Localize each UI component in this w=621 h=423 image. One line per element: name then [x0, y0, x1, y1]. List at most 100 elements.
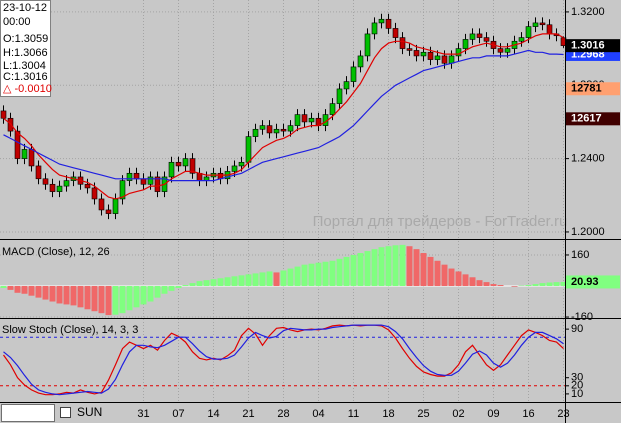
- histogram-bar: [154, 285, 161, 298]
- histogram-bar: [315, 262, 322, 286]
- info-high: H:1.3066: [3, 47, 48, 59]
- histogram-bar: [84, 285, 91, 310]
- histogram-bar: [49, 285, 56, 302]
- watermark: Портал для трейдеров - ForTrader.ru: [313, 213, 568, 230]
- info-background: [0, 0, 51, 97]
- candle-body: [469, 33, 476, 40]
- histogram-bar: [126, 285, 133, 311]
- candle-body: [42, 178, 49, 185]
- candle-body: [413, 50, 420, 57]
- histogram-bar: [140, 285, 147, 305]
- histogram-bar: [532, 284, 539, 286]
- candle-body: [189, 158, 196, 174]
- candle-body: [49, 183, 56, 192]
- candle-body: [133, 172, 140, 180]
- candle-body: [462, 39, 469, 49]
- candle-body: [140, 178, 147, 185]
- histogram-bar: [259, 272, 266, 286]
- candle-body: [525, 26, 532, 38]
- y-tick-label: 160: [571, 249, 589, 261]
- candle-body: [28, 149, 35, 167]
- x-tick-label: 02: [452, 408, 464, 420]
- candle-body: [406, 48, 413, 51]
- indicator-line: [3, 49, 564, 182]
- histogram-bar: [203, 280, 210, 286]
- histogram-bar: [469, 277, 476, 286]
- candle-body: [112, 198, 119, 214]
- candle-body: [182, 158, 189, 167]
- histogram-bar: [231, 276, 238, 286]
- x-tick-label: 16: [522, 408, 534, 420]
- histogram-bar: [392, 245, 399, 286]
- y-tick-label: 30: [571, 372, 583, 384]
- checkbox[interactable]: [60, 407, 71, 418]
- histogram-bar: [308, 263, 315, 286]
- x-tick-label: 28: [277, 408, 289, 420]
- price-marker-label: 12617: [571, 113, 602, 125]
- histogram-bar: [434, 260, 441, 286]
- histogram-bar: [441, 264, 448, 286]
- histogram-bar: [350, 254, 357, 286]
- candle-body: [336, 88, 343, 104]
- histogram-bar: [161, 285, 168, 294]
- candle-body: [287, 125, 294, 132]
- candle-body: [84, 183, 91, 189]
- histogram-bar: [14, 285, 21, 293]
- histogram-bar: [294, 266, 301, 286]
- panel-title: Slow Stoch (Close), 14, 3, 3: [2, 324, 138, 336]
- candle-body: [448, 55, 455, 64]
- candle-body: [546, 24, 553, 35]
- candle-body: [427, 51, 434, 60]
- candle-body: [441, 55, 448, 64]
- x-tick-label: 04: [312, 408, 324, 420]
- y-tick-label: 1.2000: [571, 226, 605, 238]
- y-tick-label: 90: [571, 323, 583, 335]
- x-tick-label: 11: [348, 408, 359, 420]
- candle-body: [497, 48, 504, 53]
- y-tick-label: 1.2400: [571, 153, 605, 165]
- y-tick-label: 10: [571, 388, 583, 400]
- candle-body: [539, 22, 546, 26]
- histogram-bar: [112, 285, 119, 315]
- indicator-line: [3, 33, 564, 200]
- candle-body: [35, 165, 42, 180]
- y-tick-label: 20: [571, 380, 583, 392]
- price-marker: [566, 112, 620, 126]
- histogram-bar: [224, 277, 231, 286]
- histogram-bar: [273, 272, 280, 286]
- candle-body: [154, 176, 161, 192]
- candle-body: [56, 185, 63, 192]
- input-box[interactable]: [1, 404, 55, 422]
- candle-body: [266, 125, 273, 134]
- histogram-bar: [35, 285, 42, 298]
- price-marker: [566, 82, 620, 96]
- candle-body: [231, 165, 238, 172]
- histogram-bar: [336, 258, 343, 286]
- checkbox-label: SUN: [77, 405, 102, 419]
- histogram-bar: [399, 244, 406, 286]
- histogram-bar: [196, 281, 203, 286]
- histogram-bar: [91, 285, 98, 312]
- candle-body: [385, 18, 392, 29]
- histogram-bar: [182, 285, 189, 286]
- candle-body: [273, 128, 280, 134]
- info-close: C:1.3016: [3, 71, 48, 83]
- candle-body: [518, 37, 525, 42]
- plot-layer: [0, 0, 567, 402]
- histogram-bar: [147, 285, 154, 302]
- candle-body: [308, 117, 315, 123]
- histogram-bar: [56, 285, 63, 304]
- candle-body: [532, 22, 539, 27]
- histogram-bar: [266, 271, 273, 286]
- candle-body: [455, 48, 462, 57]
- histogram-bar: [119, 285, 126, 314]
- histogram-bar: [329, 260, 336, 286]
- candle-body: [245, 136, 252, 163]
- info-low: L:1.3004: [3, 60, 46, 72]
- info-change: △ -0.0010: [3, 83, 52, 95]
- candle-body: [399, 37, 406, 49]
- histogram-bar: [217, 278, 224, 286]
- histogram-bar: [455, 271, 462, 286]
